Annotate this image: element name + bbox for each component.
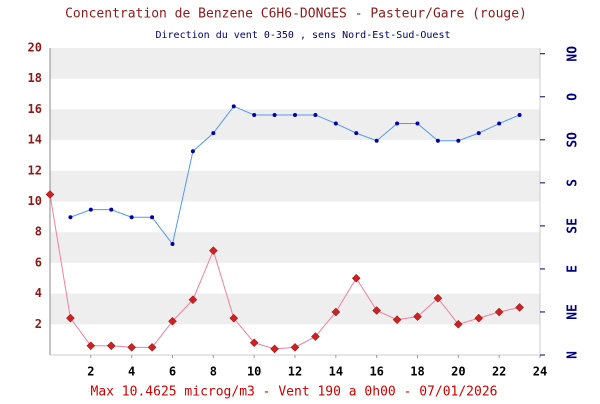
data-point: [168, 316, 177, 326]
data-point: [290, 342, 300, 352]
data-point: [313, 112, 318, 117]
data-point: [147, 342, 157, 352]
y-tick-label: 2: [35, 317, 42, 331]
y2-tick-label: NO: [566, 46, 581, 62]
data-point: [433, 293, 443, 303]
y2-tick-label: SE: [566, 218, 581, 234]
y2-tick-label: O: [566, 93, 581, 101]
data-point: [127, 342, 137, 352]
data-point: [272, 112, 277, 117]
x-tick-label: 16: [369, 365, 383, 379]
x-tick-label: 20: [451, 365, 465, 379]
data-point: [497, 121, 502, 126]
data-point: [229, 313, 239, 323]
x-tick-label: 14: [329, 365, 343, 379]
y2-tick-label: NE: [566, 304, 581, 320]
data-point: [372, 306, 382, 315]
x-tick-label: 24: [533, 365, 547, 379]
data-point: [311, 332, 320, 341]
data-point: [395, 121, 400, 126]
data-point: [252, 112, 257, 117]
y-tick-label: 4: [35, 286, 42, 300]
y2-tick-label: S: [566, 179, 581, 187]
y-tick-label: 6: [35, 255, 42, 269]
data-point: [435, 138, 440, 143]
x-tick-label: 22: [492, 365, 506, 379]
data-point: [456, 138, 461, 143]
grid-band: [50, 293, 540, 325]
x-tick-label: 2: [87, 365, 94, 379]
y-tick-label: 8: [35, 225, 42, 239]
data-point: [453, 319, 463, 329]
data-point: [494, 307, 504, 317]
data-point: [150, 215, 155, 220]
data-point: [354, 131, 359, 136]
grid-band: [50, 170, 540, 202]
y2-tick-label: N: [566, 351, 581, 359]
data-point: [231, 104, 236, 109]
y-tick-label: 18: [28, 71, 42, 85]
footer: Max 10.4625 microg/m3 - Vent 190 a 0h00 …: [91, 385, 498, 400]
data-point: [415, 121, 420, 126]
x-tick-label: 10: [247, 365, 261, 379]
data-point: [45, 190, 55, 199]
data-point: [270, 344, 279, 354]
x-tick-label: 4: [128, 365, 135, 379]
x-tick-label: 6: [169, 365, 176, 379]
chart-subtitle: Direction du vent 0-350 , sens Nord-Est-…: [155, 30, 450, 41]
grid-band: [50, 48, 540, 79]
data-point: [86, 341, 96, 351]
data-point: [208, 246, 218, 255]
y-tick-label: 20: [28, 41, 42, 55]
data-point: [211, 131, 216, 136]
series-line: [49, 194, 520, 350]
data-point: [66, 313, 75, 323]
chart-title: Concentration de Benzene C6H6-DONGES - P…: [65, 7, 527, 22]
data-point: [170, 242, 175, 247]
data-point: [476, 131, 481, 136]
data-point: [392, 315, 402, 325]
data-point: [188, 295, 198, 305]
data-point: [293, 112, 297, 117]
y2-tick-label: E: [566, 265, 581, 273]
y-tick-label: 12: [28, 163, 42, 177]
data-point: [190, 149, 195, 154]
data-point: [109, 207, 114, 212]
data-point: [88, 207, 93, 212]
data-point: [68, 215, 73, 220]
data-point: [413, 312, 422, 321]
data-point: [331, 307, 341, 317]
x-tick-label: 8: [210, 365, 217, 379]
grid-band: [50, 232, 540, 263]
data-point: [106, 341, 116, 351]
data-point: [351, 273, 361, 283]
data-point: [374, 138, 379, 143]
data-point: [249, 338, 259, 348]
x-tick-label: 12: [288, 365, 302, 379]
data-point: [333, 121, 338, 126]
y-tick-label: 10: [28, 194, 42, 208]
y2-tick-label: SO: [566, 132, 581, 148]
y-tick-label: 14: [28, 133, 42, 147]
y-tick-label: 16: [28, 102, 42, 116]
data-point: [129, 215, 134, 220]
data-point: [515, 303, 524, 312]
data-point: [517, 112, 522, 117]
x-tick-label: 18: [410, 365, 424, 379]
data-point: [474, 313, 484, 323]
